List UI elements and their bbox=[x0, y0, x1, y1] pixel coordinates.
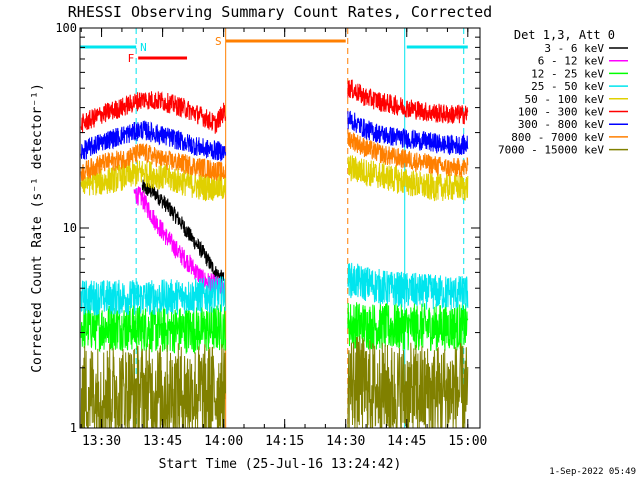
y-tick-label: 100 bbox=[55, 21, 77, 35]
legend-label: 25 - 50 keV bbox=[531, 80, 604, 93]
series-line bbox=[347, 79, 469, 125]
series-line bbox=[80, 343, 226, 429]
x-tick-label: 14:15 bbox=[265, 434, 304, 449]
axis-ticks: 1 10 100 13:30 13:45 14:00 14:15 14:30 14:45 15:0… bbox=[55, 21, 487, 449]
flag-bars: NF S bbox=[80, 35, 468, 65]
legend-title: Det 1,3, Att 0 bbox=[514, 28, 615, 42]
series-layer bbox=[80, 79, 469, 429]
series-line bbox=[141, 179, 225, 285]
x-tick-label: 15:00 bbox=[448, 434, 487, 449]
legend-label: 3 - 6 keV bbox=[544, 42, 604, 55]
series-line bbox=[80, 143, 226, 182]
flag-label-n: N bbox=[140, 41, 147, 54]
x-tick-label: 13:30 bbox=[82, 434, 121, 449]
footer-date: 1-Sep-2022 05:49 bbox=[549, 467, 636, 477]
legend-label: 800 - 7000 keV bbox=[511, 131, 604, 144]
series-line bbox=[80, 120, 226, 162]
legend-label: 6 - 12 keV bbox=[538, 55, 605, 68]
series-line bbox=[347, 262, 469, 311]
x-tick-label: 14:00 bbox=[204, 434, 243, 449]
series-line bbox=[347, 110, 469, 155]
legend-label: 12 - 25 keV bbox=[531, 67, 604, 80]
series-line bbox=[80, 276, 226, 316]
flag-label-f: F bbox=[128, 52, 135, 65]
chart-title: RHESSI Observing Summary Count Rates, Co… bbox=[68, 3, 492, 21]
flag-label-s: S bbox=[215, 35, 222, 48]
x-tick-label: 13:45 bbox=[143, 434, 182, 449]
x-tick-label: 14:45 bbox=[387, 434, 426, 449]
series-line bbox=[80, 159, 226, 202]
y-axis-label: Corrected Count Rate (s⁻¹ detector⁻¹) bbox=[30, 83, 45, 373]
series-line bbox=[133, 186, 225, 297]
legend-label: 7000 - 15000 keV bbox=[498, 144, 604, 157]
legend-label: 100 - 300 keV bbox=[518, 106, 604, 119]
legend-label: 50 - 100 keV bbox=[525, 93, 605, 106]
series-line bbox=[80, 91, 226, 134]
legend-label: 300 - 800 keV bbox=[518, 118, 604, 131]
y-tick-label: 1 bbox=[70, 421, 77, 435]
series-line bbox=[347, 302, 469, 351]
y-tick-label: 10 bbox=[63, 221, 77, 235]
x-tick-label: 14:30 bbox=[326, 434, 365, 449]
series-line bbox=[347, 129, 469, 178]
x-axis-label: Start Time (25-Jul-16 13:24:42) bbox=[159, 457, 402, 472]
series-line bbox=[347, 155, 469, 202]
marker-lines bbox=[135, 28, 465, 428]
